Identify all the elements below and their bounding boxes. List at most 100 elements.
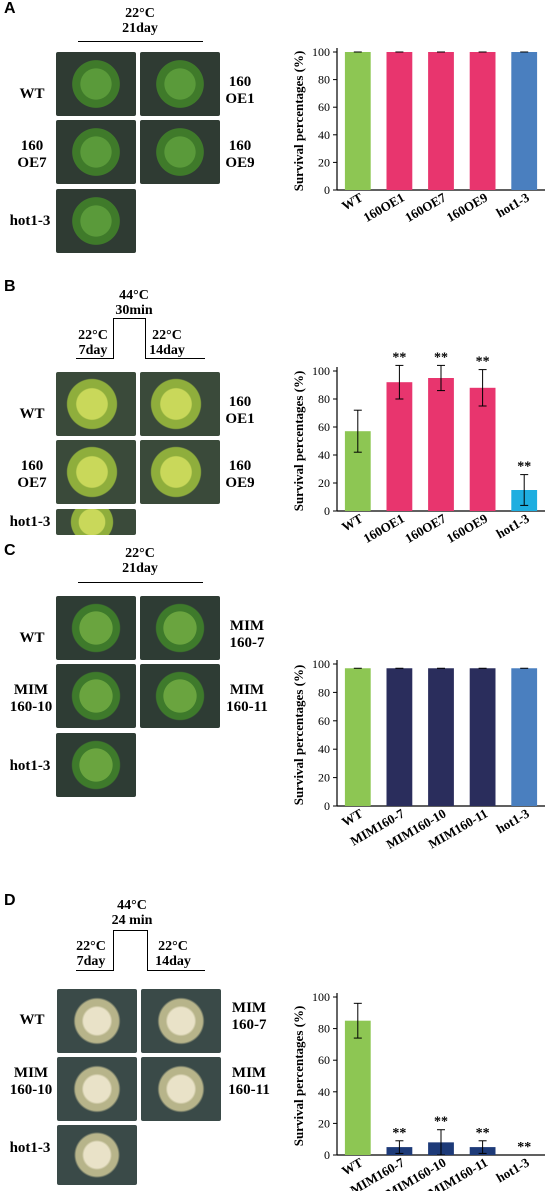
plant-photo-r1	[140, 372, 220, 436]
y-tick-label: 40	[318, 128, 330, 142]
label-right-1: MIM 160-7	[229, 618, 265, 651]
y-tick-label: 100	[312, 45, 330, 59]
condition-temp: 22°C	[125, 6, 155, 21]
label-left-2: 160 OE7	[17, 138, 47, 171]
y-tick-label: 40	[318, 742, 330, 756]
label-right-2: MIM 160-11	[228, 1065, 270, 1098]
label-right-1: MIM 160-7	[231, 1000, 267, 1033]
panel-letter: D	[4, 892, 16, 909]
condition-line-pre	[76, 358, 114, 359]
plant-photo-wt	[56, 372, 136, 436]
label-right-2: 160 OE9	[225, 138, 255, 171]
y-tick-label: 80	[318, 392, 330, 406]
label-left-2: 160 OE7	[17, 458, 47, 491]
condition-duration: 21day	[122, 21, 158, 36]
plant-photo-wt	[56, 52, 136, 116]
label-hot: hot1-3	[9, 758, 51, 774]
plant-photo-wt	[56, 596, 136, 660]
plant-photo-r1	[140, 52, 220, 116]
y-tick-label: 0	[324, 799, 330, 813]
bar	[469, 52, 496, 190]
label-wt: WT	[19, 406, 45, 422]
y-tick-label: 0	[324, 1148, 330, 1162]
panel-c: C 22°C 21day WT MIM 160-7 MIM 160-10 MIM 16…	[0, 536, 551, 852]
condition-line-down	[145, 318, 146, 358]
plant-photo-l2	[56, 440, 136, 504]
condition-temp: 22°C	[125, 546, 155, 561]
condition-line	[78, 582, 203, 583]
plant-photo-r2	[140, 120, 220, 184]
bar	[386, 382, 413, 511]
condition-line	[78, 41, 203, 42]
label-left-2: MIM 160-10	[9, 682, 53, 715]
y-tick-label: 100	[312, 990, 330, 1004]
condition-line-down	[147, 930, 148, 970]
plant-photo-l2	[57, 1057, 137, 1121]
plant-photo-l2	[56, 664, 136, 728]
condition-duration: 21day	[122, 561, 158, 576]
plant-photo-r2	[141, 1057, 221, 1121]
condition-line-up	[113, 318, 114, 358]
significance-label: **	[392, 1126, 406, 1141]
plant-photo-r2	[140, 440, 220, 504]
y-tick-label: 100	[312, 364, 330, 378]
bar	[469, 668, 496, 806]
condition-post: 22°C 14day	[155, 939, 191, 969]
label-left-2: MIM 160-10	[9, 1065, 53, 1098]
label-wt: WT	[19, 630, 45, 646]
plant-photo-hot	[56, 733, 136, 797]
plant-photo-l2	[56, 120, 136, 184]
condition-line-post	[147, 970, 205, 971]
x-tick-label: 160OE1	[361, 190, 407, 225]
plant-photo-hot	[56, 509, 136, 535]
x-tick-label: WT	[339, 510, 366, 534]
bar	[469, 387, 496, 511]
y-tick-label: 60	[318, 100, 330, 114]
bar	[386, 668, 413, 806]
plant-photo-r1	[140, 596, 220, 660]
y-tick-label: 100	[312, 657, 330, 671]
label-hot: hot1-3	[9, 514, 51, 530]
panel-letter: B	[4, 278, 16, 295]
bar-chart-d: 0 20 40 60 80 100 Survival percentages (%) WT **…	[291, 990, 545, 1191]
bar	[428, 378, 454, 511]
y-tick-label: 40	[318, 448, 330, 462]
label-hot: hot1-3	[9, 1140, 51, 1156]
y-axis-label: Survival percentages (%)	[291, 665, 306, 806]
condition-heat: 44°C 30min	[115, 288, 153, 318]
panel-letter: A	[4, 0, 16, 17]
y-tick-label: 60	[318, 420, 330, 434]
significance-label: **	[434, 1115, 448, 1130]
bar	[344, 1020, 371, 1155]
significance-label: **	[434, 350, 448, 365]
significance-label: **	[517, 460, 531, 475]
label-right-1: 160 OE1	[225, 74, 255, 107]
panel-a: A 22°C 21day WT 160 OE1 160 OE7 160 OE9 hot…	[0, 0, 551, 280]
y-axis-label: Survival percentages (%)	[291, 371, 306, 512]
bar	[344, 52, 371, 190]
y-tick-label: 20	[318, 476, 330, 490]
bar	[344, 668, 371, 806]
bar	[386, 52, 413, 190]
bar	[511, 52, 538, 190]
plant-photo-hot	[57, 1125, 137, 1185]
y-tick-label: 80	[318, 1022, 330, 1036]
label-hot: hot1-3	[9, 213, 51, 229]
significance-label: **	[517, 1140, 531, 1155]
y-tick-label: 0	[324, 183, 330, 197]
label-wt: WT	[19, 1012, 45, 1028]
plant-photo-r2	[140, 664, 220, 728]
panel-b: B 44°C 30min 22°C 7day 22°C 14day WT 160 OE1…	[0, 278, 551, 546]
y-tick-label: 20	[318, 771, 330, 785]
condition-line-post	[145, 358, 205, 359]
panel-letter: C	[4, 542, 16, 559]
plant-photo-wt	[57, 989, 137, 1053]
label-right-2: 160 OE9	[225, 458, 255, 491]
x-tick-label: hot1-3	[494, 189, 533, 220]
x-tick-label: hot1-3	[494, 1154, 533, 1185]
y-tick-label: 20	[318, 155, 330, 169]
significance-label: **	[476, 1126, 490, 1141]
significance-label: **	[476, 355, 490, 370]
significance-label: **	[392, 350, 406, 365]
